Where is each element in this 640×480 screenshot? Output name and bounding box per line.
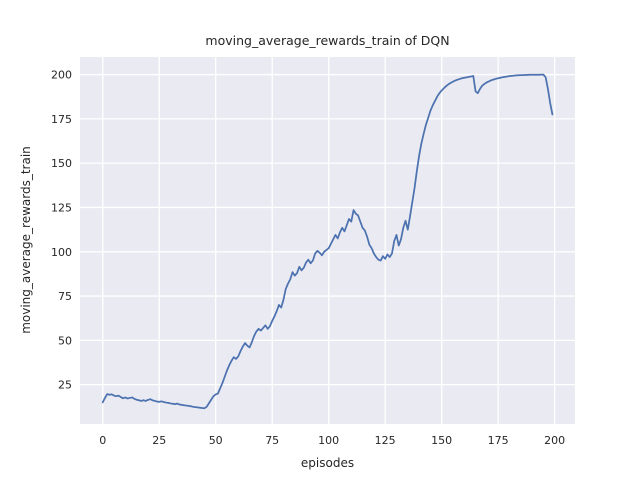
x-tick-label: 200 — [544, 434, 565, 447]
x-tick-label: 175 — [488, 434, 509, 447]
x-tick-label: 100 — [318, 434, 339, 447]
x-tick-label: 75 — [265, 434, 279, 447]
x-tick-label: 25 — [152, 434, 166, 447]
y-tick-label: 175 — [51, 113, 72, 126]
dqn-line — [101, 73, 554, 410]
y-tick-label: 150 — [51, 157, 72, 170]
x-tick-label: 150 — [431, 434, 452, 447]
y-tick-label: 25 — [58, 379, 72, 392]
y-tick-label: 50 — [58, 334, 72, 347]
y-tick-label: 75 — [58, 290, 72, 303]
plot-area — [80, 57, 575, 424]
x-tick-label: 0 — [99, 434, 106, 447]
y-tick-label: 100 — [51, 246, 72, 259]
y-tick-label: 200 — [51, 69, 72, 82]
gridlines — [80, 57, 575, 424]
x-tick-label: 125 — [375, 434, 396, 447]
chart-title: moving_average_rewards_train of DQN — [205, 33, 450, 48]
y-tick-label: 125 — [51, 201, 72, 214]
x-tick-label: 50 — [209, 434, 223, 447]
x-axis-label: episodes — [300, 456, 355, 470]
y-axis-label: moving_average_rewards_train — [19, 146, 33, 334]
